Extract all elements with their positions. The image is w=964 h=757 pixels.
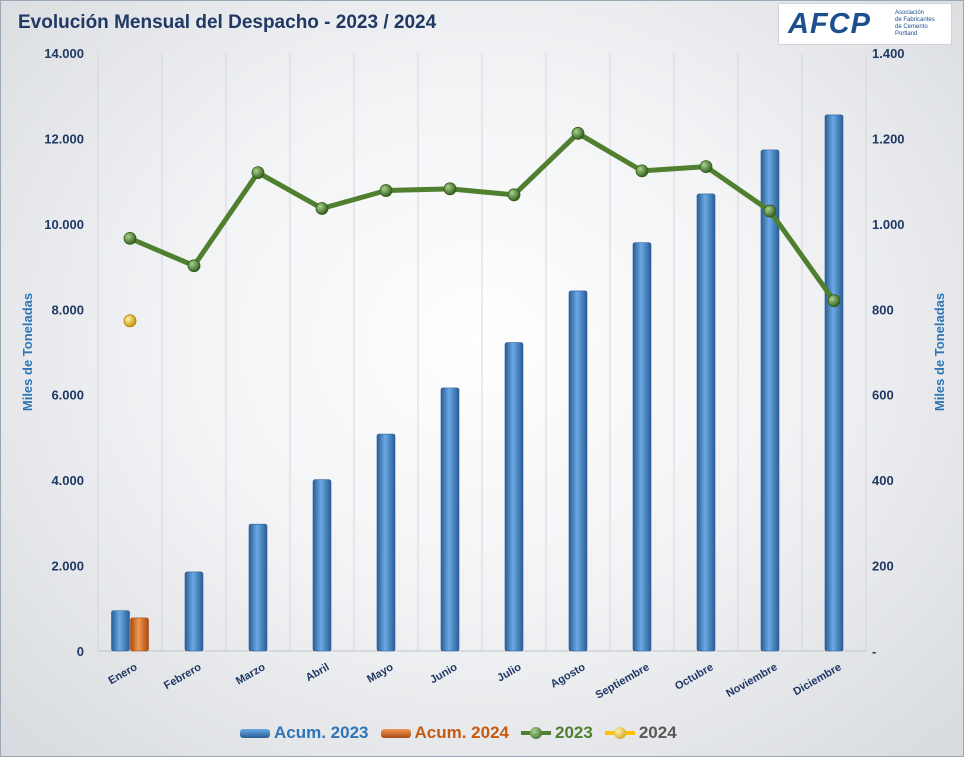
y-left-tick-label: 4.000 — [51, 473, 84, 488]
bars — [111, 114, 844, 652]
point-2023 — [443, 182, 457, 196]
y-left-tick-label: 14.000 — [44, 46, 84, 61]
y-left-tick-label: 10.000 — [44, 217, 84, 232]
y-left-axis-title: Miles de Toneladas — [20, 293, 35, 411]
chart-title: Evolución Mensual del Despacho - 2023 / … — [18, 12, 437, 33]
point-2023 — [507, 188, 521, 202]
x-tick-label: Enero — [106, 661, 139, 687]
y-right-tick-label: 1.400 — [872, 46, 905, 61]
y-right-axis-title: Miles de Toneladas — [932, 293, 947, 411]
logo-subtitle-line: de Fabricantes — [895, 17, 935, 23]
axes: 0 2.000 4.000 6.000 8.000 10.000 12.000 14.000 -… — [20, 46, 947, 702]
legend-label: Acum. 2023 — [274, 723, 369, 742]
bar-acum-2023 — [248, 523, 268, 652]
bar-acum-2023 — [824, 114, 844, 652]
point-2023 — [635, 164, 649, 178]
y-right-tick-label: 200 — [872, 559, 894, 574]
legend-label: 2023 — [555, 723, 593, 742]
point-2023 — [571, 126, 585, 140]
x-tick-label: Mayo — [365, 661, 396, 686]
y-left-tick-label: 0 — [77, 644, 84, 659]
bar-acum-2023 — [376, 433, 396, 652]
bar-acum-2023 — [184, 571, 204, 652]
legend-swatch — [521, 726, 551, 740]
logo-subtitle-line: de Cemento — [895, 24, 928, 30]
point-2023 — [827, 294, 841, 308]
afcp-logo: AFCP Asociación de Fabricantes de Cement… — [778, 3, 952, 45]
y-right-tick-label: 1.200 — [872, 131, 905, 146]
y-right-tick-label: 400 — [872, 473, 894, 488]
y-right-tick-label: 1.000 — [872, 217, 905, 232]
bar-acum-2023 — [696, 193, 716, 652]
point-2023 — [763, 204, 777, 218]
point-2023 — [699, 160, 713, 174]
bar-acum-2024 — [130, 617, 149, 652]
legend-label: 2024 — [638, 723, 677, 742]
logo-subtitle-line: Asociación — [895, 10, 925, 16]
x-tick-label: Abril — [304, 661, 332, 684]
logo-subtitle: Asociación de Fabricantes de Cemento Por… — [895, 10, 951, 38]
y-right-tick-label: - — [872, 644, 876, 659]
x-tick-label: Junio — [428, 661, 460, 686]
line-2023 — [127, 130, 837, 304]
y-right-tick-label: 800 — [872, 302, 894, 317]
legend-item-2024: 2024 — [604, 723, 677, 743]
legend-swatch — [604, 726, 635, 740]
bar-acum-2023 — [632, 242, 652, 652]
y-left-tick-label: 12.000 — [44, 131, 84, 146]
x-tick-label: Noviembre — [724, 661, 779, 700]
legend-item-acum-2024: Acum. 2024 — [380, 723, 510, 743]
y-left-tick-label: 8.000 — [51, 302, 84, 317]
point-2023 — [315, 202, 329, 215]
x-tick-label: Octubre — [673, 661, 716, 692]
x-tick-label: Marzo — [234, 661, 268, 687]
bar-acum-2023 — [504, 342, 524, 652]
logo-subtitle-line: Portland — [895, 31, 918, 37]
legend-item-acum-2023: Acum. 2023 — [240, 723, 369, 743]
point-2024 — [123, 314, 137, 328]
bar-acum-2023 — [111, 610, 130, 652]
point-2023 — [187, 259, 201, 273]
x-tick-label: Septiembre — [594, 661, 652, 701]
y-left-tick-label: 6.000 — [51, 388, 84, 403]
legend-item-2023: 2023 — [521, 723, 593, 743]
lines — [123, 126, 841, 328]
legend: Acum. 2023 Acum. 2024 2023 2024 — [240, 722, 689, 744]
legend-swatch — [380, 728, 411, 738]
x-tick-label: Agosto — [549, 661, 588, 690]
logo-mark: AFCP — [788, 8, 871, 40]
y-right-tick-label: 600 — [872, 388, 894, 403]
point-2023 — [123, 231, 137, 245]
x-tick-label: Febrero — [162, 661, 204, 692]
bar-acum-2023 — [440, 387, 460, 652]
point-2023 — [379, 184, 393, 197]
grid-lines — [97, 53, 867, 652]
bar-acum-2023 — [568, 290, 588, 652]
bar-acum-2023 — [760, 149, 780, 652]
y-left-tick-label: 2.000 — [51, 559, 84, 574]
legend-label: Acum. 2024 — [414, 723, 510, 742]
legend-swatch — [240, 728, 270, 738]
bar-acum-2023 — [312, 479, 332, 652]
x-tick-label: Diciembre — [791, 661, 843, 698]
point-2023 — [251, 166, 265, 180]
x-tick-label: Julio — [495, 661, 523, 684]
